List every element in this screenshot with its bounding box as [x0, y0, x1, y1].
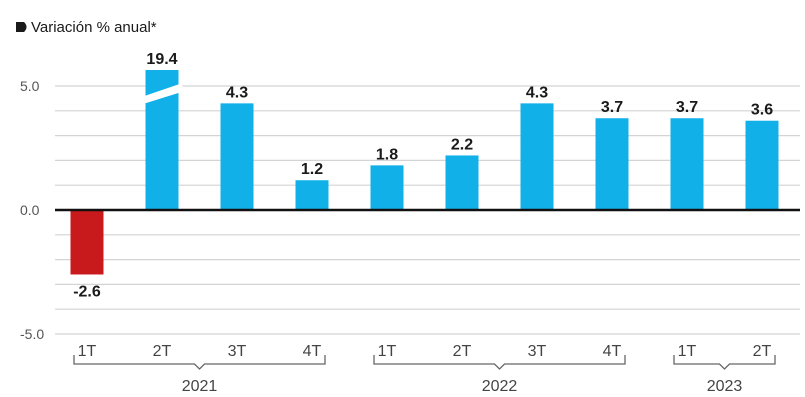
- x-tick-label: 4T: [603, 343, 622, 360]
- x-tick-label: 3T: [228, 343, 247, 360]
- bars: [70, 70, 779, 275]
- subtitle-bullet-icon: [16, 22, 27, 32]
- grid: [55, 85, 800, 335]
- y-axis-ticks: 5.0 0.0 -5.0: [20, 78, 44, 342]
- x-tick-label: 1T: [378, 343, 397, 360]
- data-label: 19.4: [146, 51, 177, 68]
- year-label: 2022: [482, 378, 518, 395]
- year-bracket: [373, 355, 626, 370]
- axis-break-line: [139, 89, 185, 105]
- data-label: 4.3: [526, 84, 548, 101]
- x-tick-label: 2T: [153, 343, 172, 360]
- bar: [370, 165, 404, 210]
- x-tick-label: 1T: [678, 343, 697, 360]
- data-label: 4.3: [226, 84, 248, 101]
- bar: [595, 118, 629, 210]
- axis-break: [139, 83, 185, 105]
- data-labels: -2.6 19.4 4.3 1.2 1.8 2.2 4.3 3.7 3.7 3.6: [73, 51, 773, 300]
- y-tick-label: 0.0: [20, 202, 40, 218]
- axis-break-gap: [141, 83, 183, 104]
- year-bracket: [673, 355, 776, 370]
- data-label: 3.7: [601, 99, 623, 116]
- data-label: 3.6: [751, 102, 773, 119]
- data-label: 3.7: [676, 99, 698, 116]
- bar: [445, 155, 479, 210]
- data-label: -2.6: [73, 283, 101, 300]
- chart-subtitle: Variación % anual*: [31, 19, 157, 36]
- bar: [220, 103, 254, 210]
- data-label: 1.2: [301, 161, 323, 178]
- x-tick-label: 1T: [78, 343, 97, 360]
- x-tick-label: 2T: [453, 343, 472, 360]
- year-bracket: [73, 355, 326, 370]
- x-tick-label: 3T: [528, 343, 547, 360]
- x-axis-ticks: 1T 2T 3T 4T 1T 2T 3T 4T 1T 2T: [78, 343, 772, 360]
- x-tick-label: 2T: [753, 343, 772, 360]
- year-label: 2023: [707, 378, 743, 395]
- year-groups: 2021 2022 2023: [73, 355, 776, 395]
- bar: [70, 210, 104, 275]
- bar: [295, 180, 329, 210]
- y-tick-label: -5.0: [20, 326, 44, 342]
- year-label: 2021: [182, 378, 218, 395]
- bar: [745, 120, 779, 210]
- subtitle-group: Variación % anual*: [16, 19, 157, 36]
- y-tick-label: 5.0: [20, 78, 40, 94]
- x-tick-label: 4T: [303, 343, 322, 360]
- bar: [670, 118, 704, 210]
- bar: [520, 103, 554, 210]
- data-label: 1.8: [376, 146, 398, 163]
- data-label: 2.2: [451, 136, 473, 153]
